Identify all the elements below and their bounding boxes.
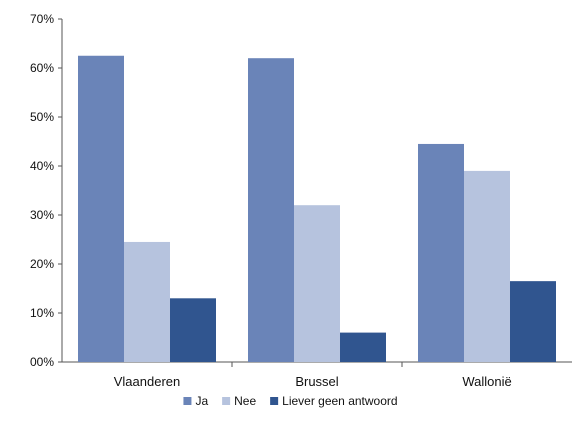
bar-liever-geen-antwoord-brussel bbox=[340, 332, 386, 362]
y-tick-label: 10% bbox=[30, 306, 54, 320]
y-tick-label: 60% bbox=[30, 61, 54, 75]
bar-nee-brussel bbox=[294, 205, 340, 362]
legend-label: Nee bbox=[234, 394, 256, 408]
x-category-label: Vlaanderen bbox=[114, 374, 181, 389]
y-tick-label: 40% bbox=[30, 159, 54, 173]
legend-label: Ja bbox=[195, 394, 208, 408]
bar-nee-vlaanderen bbox=[124, 241, 170, 362]
y-tick-label: 70% bbox=[30, 12, 54, 26]
legend-swatch bbox=[183, 397, 192, 405]
bar-nee-wallonië bbox=[464, 170, 510, 362]
legend-swatch bbox=[222, 397, 231, 405]
bar-liever-geen-antwoord-wallonië bbox=[510, 281, 556, 362]
y-tick-label: 20% bbox=[30, 257, 54, 271]
bar-ja-vlaanderen bbox=[78, 55, 124, 362]
bar-ja-brussel bbox=[248, 58, 294, 362]
legend-swatch bbox=[270, 397, 279, 405]
y-tick-label: 50% bbox=[30, 110, 54, 124]
legend-label: Liever geen antwoord bbox=[282, 394, 397, 408]
bar-ja-wallonië bbox=[418, 143, 464, 362]
y-tick-label: 00% bbox=[30, 355, 54, 369]
bar-liever-geen-antwoord-vlaanderen bbox=[170, 298, 216, 362]
x-category-label: Wallonië bbox=[462, 374, 511, 389]
x-category-label: Brussel bbox=[295, 374, 338, 389]
y-tick-label: 30% bbox=[30, 208, 54, 222]
